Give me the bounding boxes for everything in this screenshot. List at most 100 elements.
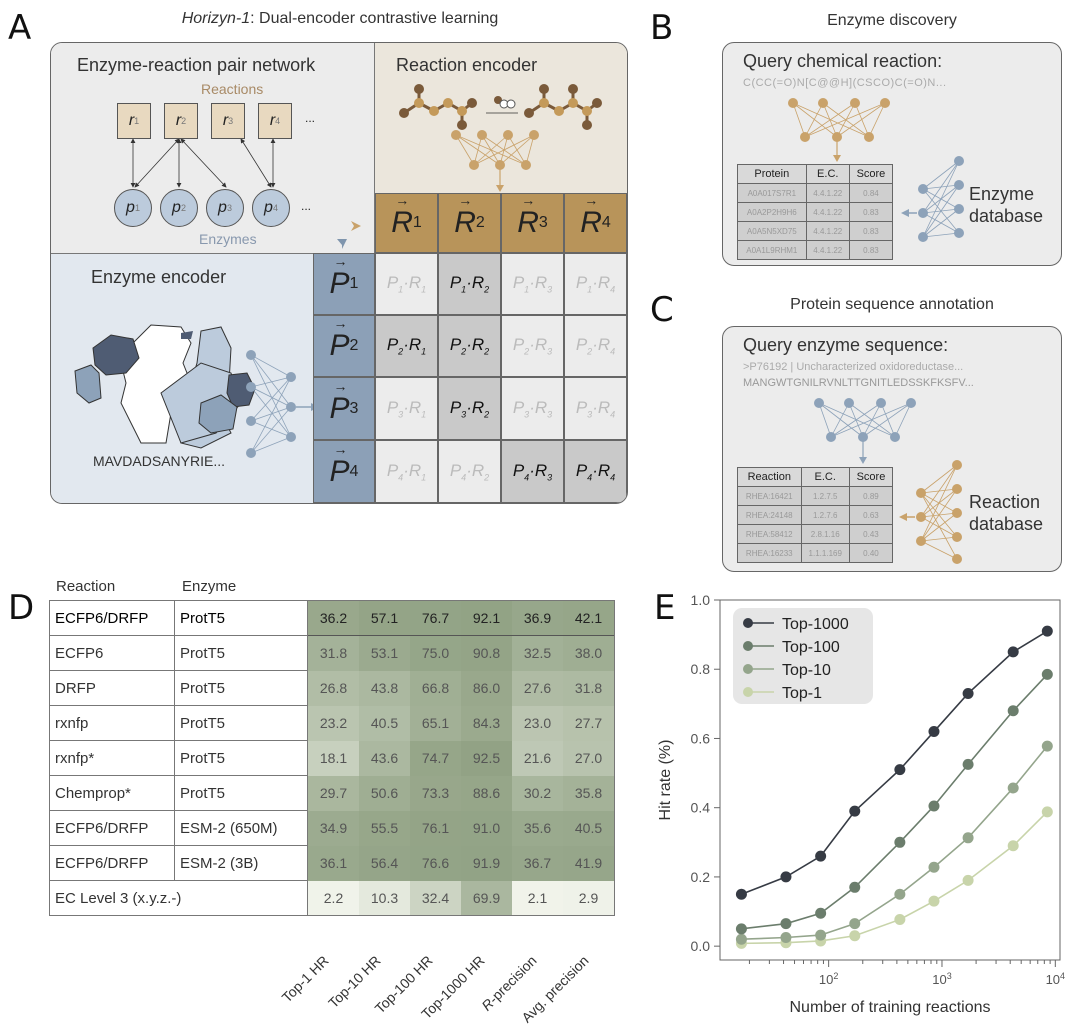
data-point: [849, 881, 861, 893]
table-row: DRFP ProtT5 26.8 43.8 66.8 86.0 27.6 31.8: [49, 670, 615, 706]
data-point: [849, 918, 861, 930]
table-row: ECFP6/DRFP ProtT5 36.2 57.1 76.7 92.1 36.9 42.1: [49, 600, 615, 636]
metric-value-cell: 57.1: [359, 600, 410, 636]
table-row: A0A2P2H9H6 4.4.1.22 0.83: [737, 202, 894, 222]
table-header-row: Protein E.C. Score: [737, 164, 894, 184]
enzyme-cell: ProtT5: [174, 740, 308, 776]
table-row: ECFP6/DRFP ESM-2 (650M) 34.9 55.5 76.1 91.0 35…: [49, 810, 615, 846]
data-point: [894, 888, 906, 900]
enzyme-pointer-icon: [337, 239, 347, 249]
table-cell: A0A017S7R1: [737, 183, 807, 203]
table-row: rxnfp* ProtT5 18.1 43.6 74.7 92.5 21.6 27.0: [49, 740, 615, 776]
data-point: [815, 929, 827, 941]
x-tick-label: 102: [819, 971, 838, 987]
table-row: A0A017S7R1 4.4.1.22 0.84: [737, 183, 894, 203]
data-point: [735, 933, 747, 945]
reaction-cell: ECFP6: [49, 635, 175, 671]
data-point: [1007, 705, 1019, 717]
table-cell: 0.63: [848, 505, 894, 525]
table-row: EC Level 3 (x.y.z.-) 2.2 10.3 32.4 69.9 2.1 2.…: [49, 880, 615, 916]
metric-value-cell: 76.1: [410, 810, 461, 846]
edge-r3-p4: [240, 138, 272, 188]
y-axis-label: Hit rate (%): [657, 740, 674, 821]
reaction-database-network-icon: [899, 460, 962, 564]
negative-pair-cell: P1·R1: [375, 253, 438, 315]
metric-value-cell: 18.1: [307, 740, 359, 776]
x-axis-label: Number of training reactions: [790, 999, 991, 1016]
enzyme-database-label: Enzyme database: [969, 183, 1043, 227]
enzyme-embedding-header: → P 2: [313, 315, 375, 377]
negative-pair-cell: P1·R3: [501, 253, 564, 315]
table-cell: 0.83: [848, 202, 894, 222]
table-cell: 0.83: [848, 240, 894, 260]
table-cell: A0A2P2H9H6: [737, 202, 807, 222]
column-header: Score: [848, 164, 894, 184]
matrix-corner: [313, 193, 375, 253]
table-cell: RHEA:16233: [737, 543, 802, 563]
reaction-pointer-icon: [351, 221, 361, 231]
negative-pair-cell: P2·R3: [501, 315, 564, 377]
metric-value-cell: 2.9: [563, 880, 615, 916]
metric-value-cell: 31.8: [307, 635, 359, 671]
enzyme-cell: ProtT5: [174, 775, 308, 811]
data-point: [962, 758, 974, 770]
panel-label-a: A: [8, 8, 32, 48]
legend-box: [733, 608, 873, 704]
metric-value-cell: 92.5: [461, 740, 512, 776]
col-header-reaction: Reaction: [56, 578, 116, 595]
reactions-label: Reactions: [201, 81, 264, 97]
data-point: [928, 800, 940, 812]
metric-value-cell: 73.3: [410, 775, 461, 811]
table-cell: 2.8.1.16: [800, 524, 850, 544]
data-point: [1041, 806, 1053, 818]
metric-value-cell: 36.7: [512, 845, 563, 881]
metric-value-cell: 90.8: [461, 635, 512, 671]
y-tick-label: 0.2: [691, 869, 711, 885]
table-cell: RHEA:24148: [737, 505, 802, 525]
legend-label: Top-1000: [782, 616, 849, 633]
column-header: E.C.: [800, 467, 850, 487]
data-point: [962, 687, 974, 699]
protein-structure-icon: [74, 324, 256, 449]
enzyme-cell: ProtT5: [174, 705, 308, 741]
hit-rate-chart: 0.0 0.2 0.4 0.6 0.8 1.0 102 103 104 Number of tra…: [657, 592, 1065, 1016]
enzyme-encoder-network-icon: [246, 350, 319, 458]
plot-frame: [719, 599, 1061, 961]
y-tick-label: 0.8: [691, 661, 711, 677]
panel-c-box: Query enzyme sequence: >P76192 | Unchara…: [722, 326, 1062, 572]
data-point: [735, 923, 747, 935]
metric-value-cell: 75.0: [410, 635, 461, 671]
table-cell: 4.4.1.22: [805, 202, 850, 222]
benchmark-table: ECFP6/DRFP ProtT5 36.2 57.1 76.7 92.1 36.9 42.1…: [49, 600, 615, 916]
reaction-embedding-header: → R 4: [564, 192, 627, 253]
metric-value-cell: 35.8: [563, 775, 615, 811]
edge-r2-p1: [134, 138, 180, 188]
reaction-cell: rxnfp*: [49, 740, 175, 776]
table-cell: 1.1.1.169: [800, 543, 850, 563]
data-point: [849, 930, 861, 942]
data-point: [815, 907, 827, 919]
positive-pair-cell: P4·R3: [501, 440, 564, 503]
metric-value-cell: 41.9: [563, 845, 615, 881]
reaction-encoder-graphic: [399, 84, 602, 192]
db-label-line-1: Reaction: [969, 492, 1041, 512]
reaction-cell: DRFP: [49, 670, 175, 706]
panel-label-c: C: [650, 290, 674, 330]
edge-r2-p3: [180, 138, 227, 188]
enzyme-encoder-title: Enzyme encoder: [91, 267, 227, 287]
metric-value-cell: 36.1: [307, 845, 359, 881]
metric-value-cell: 76.7: [410, 600, 461, 636]
legend-label: Top-10: [782, 662, 831, 679]
table-cell: 1.2.7.5: [800, 486, 850, 506]
metric-value-cell: 29.7: [307, 775, 359, 811]
query-enzyme-sequence: MANGWTGNILRVNLTTGNITLEDSSKFKSFV...: [743, 377, 974, 389]
positive-pair-cell: P1·R2: [438, 253, 501, 315]
query-reaction-smiles: C(CC(=O)N[C@@H](CSCO)C(=O)N...: [743, 77, 947, 89]
reaction-cell: ECFP6/DRFP: [49, 810, 175, 846]
table-cell: 0.43: [848, 524, 894, 544]
table-header-row: Reaction E.C. Score: [737, 467, 894, 487]
enzyme-cell: ESM-2 (650M): [174, 810, 308, 846]
column-header: E.C.: [805, 164, 850, 184]
